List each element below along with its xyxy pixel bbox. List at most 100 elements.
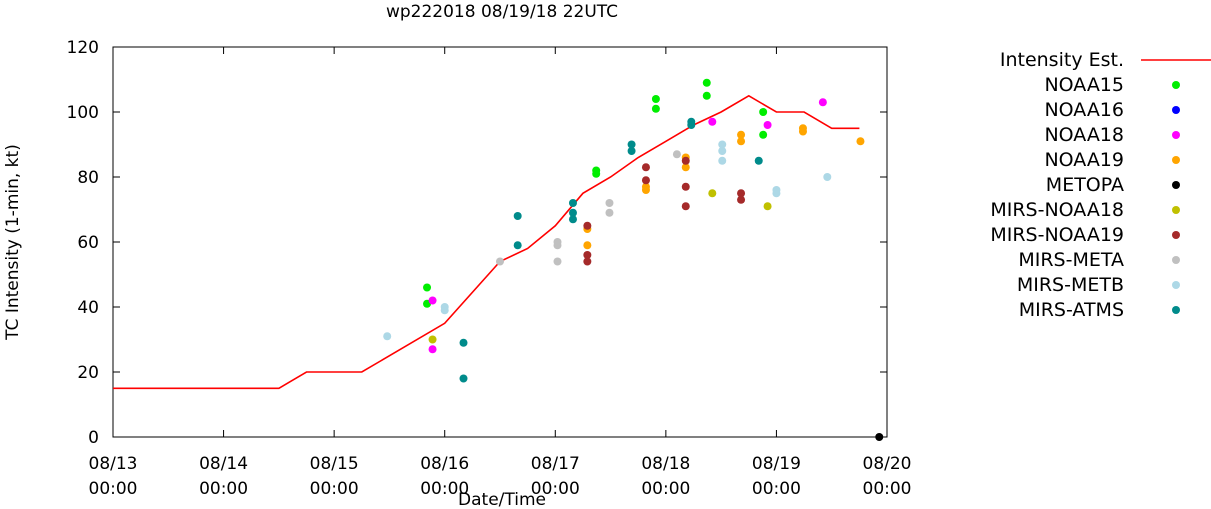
intensity-est-line: [113, 94, 860, 390]
point-noaa19: [856, 137, 865, 146]
point-mirs-noaa19: [681, 182, 690, 191]
plot-area: [113, 78, 884, 441]
y-tick-label: 20: [77, 363, 99, 383]
x-axis-label: Date/Time: [458, 490, 546, 509]
legend-swatch-mirs-noaa19: [1172, 231, 1180, 239]
x-tick-label-time: 00:00: [89, 479, 138, 499]
point-noaa19: [798, 127, 807, 136]
x-tick-label-time: 00:00: [310, 479, 359, 499]
point-noaa15: [592, 169, 601, 178]
plot-frame: [112, 46, 888, 438]
legend-label-metopa: METOPA: [1046, 174, 1124, 196]
legend-label-mirs-noaa19: MIRS-NOAA19: [990, 224, 1124, 246]
point-mirs-atms: [568, 215, 577, 224]
point-mirs-noaa19: [737, 195, 746, 204]
point-mirs-noaa19: [583, 251, 592, 259]
point-mirs-noaa19: [583, 221, 592, 230]
point-mirs-noaa18: [763, 202, 772, 211]
point-mirs-atms: [513, 241, 522, 250]
x-tick-label-time: 00:00: [752, 479, 801, 499]
point-mirs-metb: [718, 147, 727, 155]
chart-title: wp222018 08/19/18 22UTC: [386, 2, 618, 22]
x-tick-label-time: 00:00: [531, 479, 580, 499]
point-mirs-meta: [605, 199, 614, 207]
point-noaa15: [702, 78, 711, 87]
point-mirs-atms: [568, 208, 577, 217]
x-tick-label-time: 00:00: [641, 479, 690, 499]
point-mirs-noaa19: [681, 202, 690, 211]
point-mirs-atms: [627, 147, 636, 155]
legend-label-mirs-noaa18: MIRS-NOAA18: [990, 199, 1124, 221]
x-tick-label-date: 08/18: [641, 454, 690, 474]
point-mirs-metb: [440, 306, 449, 315]
legend-swatch-noaa18: [1172, 131, 1180, 139]
point-mirs-metb: [772, 189, 781, 198]
x-tick-label-date: 08/19: [752, 454, 801, 474]
legend-swatch-mirs-metb: [1172, 281, 1180, 289]
point-mirs-metb: [823, 173, 832, 181]
y-tick-label: 80: [77, 168, 99, 188]
point-mirs-noaa18: [428, 335, 437, 344]
legend-swatch-mirs-atms: [1172, 306, 1180, 314]
point-metopa: [875, 433, 884, 441]
point-mirs-noaa18: [708, 189, 717, 198]
point-mirs-noaa19: [737, 189, 746, 198]
x-tick-label-date: 08/13: [89, 454, 138, 474]
point-noaa19: [583, 241, 592, 250]
x-tick-label-date: 08/20: [863, 454, 912, 474]
y-tick-label: 0: [88, 428, 99, 448]
legend-swatch-noaa16: [1172, 106, 1180, 114]
y-axis-label: TC Intensity (1-min, kt): [3, 144, 23, 341]
point-mirs-atms: [459, 338, 468, 347]
legend-label-noaa15: NOAA15: [1044, 74, 1124, 96]
legend-swatch-noaa15: [1172, 81, 1180, 89]
y-tick-label: 40: [77, 298, 99, 318]
legend-label-intensity-est: Intensity Est.: [1000, 49, 1124, 71]
legend-label-mirs-metb: MIRS-METB: [1017, 274, 1124, 296]
y-tick-label: 100: [67, 103, 99, 123]
point-mirs-noaa19: [641, 163, 650, 172]
point-noaa19: [737, 137, 746, 146]
point-mirs-metb: [383, 332, 392, 341]
legend-swatch-metopa: [1172, 181, 1180, 189]
point-mirs-meta: [605, 208, 614, 217]
axis-ticks: 0 20 40 60 80 100 120 08/13 00:00 08/14 00:00 08/15…: [67, 38, 912, 499]
point-noaa18: [428, 345, 437, 354]
x-tick-label-time: 00:00: [420, 479, 469, 499]
point-noaa15: [651, 95, 660, 103]
point-noaa18: [428, 296, 437, 305]
point-mirs-meta: [553, 257, 562, 266]
y-tick-label: 60: [77, 233, 99, 253]
point-mirs-metb: [718, 156, 727, 165]
point-mirs-atms: [627, 140, 636, 149]
point-mirs-meta: [672, 150, 681, 159]
legend-swatch-mirs-meta: [1172, 256, 1180, 264]
legend-label-noaa19: NOAA19: [1044, 149, 1124, 171]
legend-label-noaa16: NOAA16: [1044, 99, 1124, 121]
point-noaa19: [641, 186, 650, 194]
legend-label-mirs-meta: MIRS-META: [1018, 249, 1124, 271]
point-noaa15: [702, 91, 711, 100]
point-mirs-meta: [553, 241, 562, 250]
point-mirs-noaa19: [681, 156, 690, 165]
legend-swatch-noaa19: [1172, 156, 1180, 164]
point-noaa19: [681, 163, 690, 172]
x-tick-label-time: 00:00: [199, 479, 248, 499]
legend-label-mirs-atms: MIRS-ATMS: [1019, 299, 1124, 321]
point-noaa15: [651, 104, 660, 113]
point-noaa18: [763, 121, 772, 129]
y-tick-label: 120: [67, 38, 99, 58]
point-mirs-noaa19: [641, 176, 650, 185]
x-tick-label-date: 08/17: [531, 454, 580, 474]
point-mirs-atms: [687, 121, 696, 129]
point-mirs-atms: [754, 156, 763, 165]
point-noaa19: [737, 130, 746, 139]
point-noaa18: [708, 117, 717, 126]
legend: Intensity Est. NOAA15 NOAA16 NOAA18 NOAA19 ME…: [990, 49, 1211, 321]
point-noaa18: [818, 98, 827, 107]
point-mirs-noaa19: [583, 257, 592, 266]
x-tick-label-date: 08/15: [310, 454, 359, 474]
point-mirs-atms: [459, 374, 468, 383]
point-noaa15: [423, 283, 432, 292]
